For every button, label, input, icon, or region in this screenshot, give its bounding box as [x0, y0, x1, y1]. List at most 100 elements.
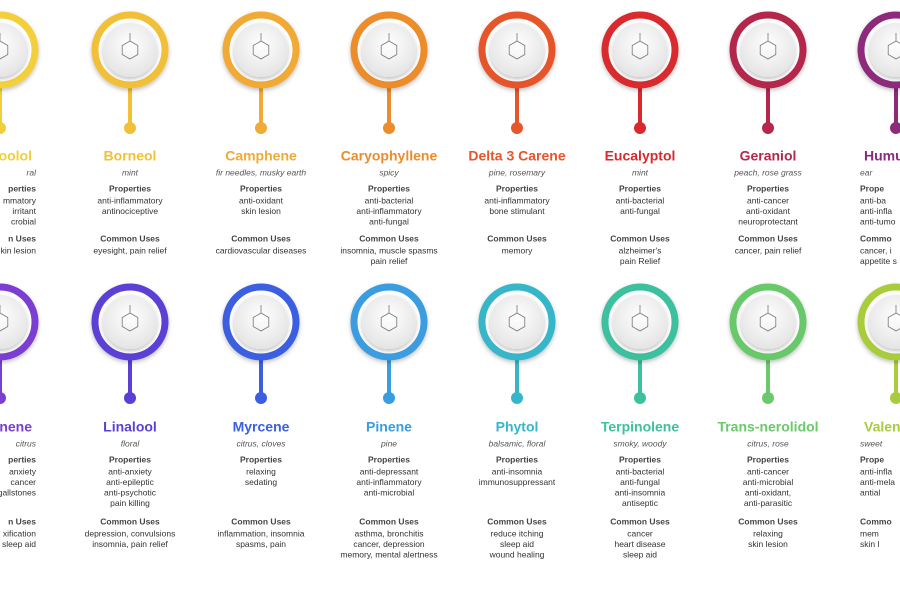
property: anti-bacterial [616, 466, 665, 476]
ring-inner [0, 295, 27, 349]
scent: pine [380, 438, 397, 448]
property: antial [860, 487, 880, 497]
scent: mint [122, 167, 139, 177]
ring-inner [234, 295, 288, 349]
use: heart disease [614, 539, 665, 549]
uses-heading: Common Uses [359, 516, 419, 526]
uses-heading: Commo [860, 233, 892, 243]
ring-inner [613, 23, 667, 77]
property: anti-microbial [364, 487, 415, 497]
scent: mint [632, 167, 649, 177]
uses-heading: Common Uses [610, 233, 670, 243]
stem-dot [0, 122, 6, 134]
terpene-name: Terpinolene [601, 419, 680, 435]
uses-heading: Common Uses [231, 233, 291, 243]
terpene-card: Caryophyllene spicy Properties anti-bacteri… [340, 11, 438, 266]
uses-heading: n Uses [8, 516, 36, 526]
molecule-icon [887, 40, 900, 60]
ring-inner [103, 23, 157, 77]
uses-heading: Common Uses [610, 516, 670, 526]
use: sleep aid [2, 539, 36, 549]
property: anti-fungal [620, 206, 660, 216]
use: cancer, i [860, 245, 892, 255]
properties-heading: Properties [747, 454, 789, 464]
use: skin l [860, 539, 879, 549]
use: eyesight, pain relief [93, 245, 167, 255]
uses-heading: Common Uses [738, 516, 798, 526]
ring-inner [869, 23, 900, 77]
scent: ear [860, 167, 873, 177]
molecule-icon [508, 312, 526, 332]
property: cancer [10, 477, 36, 487]
uses-heading: Common Uses [359, 233, 419, 243]
properties-heading: Properties [109, 183, 151, 193]
use: cancer, depression [353, 539, 425, 549]
stem-dot [255, 122, 267, 134]
terpene-card: Camphene fir needles, musky earth Properti… [216, 11, 307, 255]
use: alzheimer's [619, 245, 662, 255]
terpene-name: Caryophyllene [341, 148, 438, 164]
stem-dot [124, 392, 136, 404]
uses-heading: Common Uses [487, 516, 547, 526]
property: anti-epileptic [106, 477, 154, 487]
terpene-name: Linalool [103, 419, 157, 435]
use: memory [502, 245, 533, 255]
use: reduce itching [491, 528, 544, 538]
use: cancer [627, 528, 653, 538]
property: anti-bacterial [616, 195, 665, 205]
stem-dot [0, 392, 6, 404]
property: mmatory [3, 195, 37, 205]
scent: smoky, woody [613, 438, 667, 448]
use: sleep aid [500, 539, 534, 549]
molecule-icon [759, 40, 777, 60]
molecule-icon [380, 312, 398, 332]
use: cardiovascular diseases [216, 245, 307, 255]
ring-inner [490, 23, 544, 77]
use: mem [860, 528, 879, 538]
uses-heading: Common Uses [487, 233, 547, 243]
property: anti-inflammatory [97, 195, 163, 205]
scent: peach, rose grass [733, 167, 802, 177]
use: kin lesion [1, 245, 37, 255]
terpene-card: Valen sweet Prope anti-inflaanti-melaantial… [857, 283, 900, 549]
stem-dot [762, 392, 774, 404]
property: sedating [245, 477, 277, 487]
property: anti-inflammatory [356, 477, 422, 487]
molecule-icon [0, 40, 9, 60]
properties-heading: Properties [109, 454, 151, 464]
uses-heading: Commo [860, 516, 892, 526]
stem-dot [762, 122, 774, 134]
molecule-icon [631, 312, 649, 332]
scent: citrus, cloves [236, 438, 286, 448]
ring-inner [362, 295, 416, 349]
terpene-card: Terpinolene smoky, woody Properties anti-ba… [601, 283, 680, 559]
stem-dot [890, 392, 900, 404]
stem-dot [124, 122, 136, 134]
molecule-icon [252, 312, 270, 332]
terpene-name: Borneol [104, 148, 157, 164]
property: skin lesion [241, 206, 281, 216]
properties-heading: perties [8, 454, 36, 464]
use: memory, mental alertness [340, 549, 437, 559]
properties-heading: Properties [747, 183, 789, 193]
scent: sweet [860, 438, 883, 448]
property: anti-depressant [360, 466, 419, 476]
use: insomnia, pain relief [92, 539, 168, 549]
terpene-card: Trans-nerolidol citrus, rose Properties ant… [717, 283, 819, 549]
property: anti-inflammatory [356, 206, 422, 216]
molecule-icon [631, 40, 649, 60]
property: anxiety [9, 466, 37, 476]
property: anti-psychotic [104, 487, 157, 497]
property: anti-infla [860, 206, 892, 216]
molecule-icon [508, 40, 526, 60]
terpene-name: Trans-nerolidol [717, 419, 818, 435]
ring-inner [490, 295, 544, 349]
scent: balsamic, floral [489, 438, 547, 448]
uses-heading: Common Uses [100, 233, 160, 243]
use: sleep aid [623, 549, 657, 559]
ring-inner [0, 23, 27, 77]
property: anti-ba [860, 195, 886, 205]
stem-dot [634, 122, 646, 134]
